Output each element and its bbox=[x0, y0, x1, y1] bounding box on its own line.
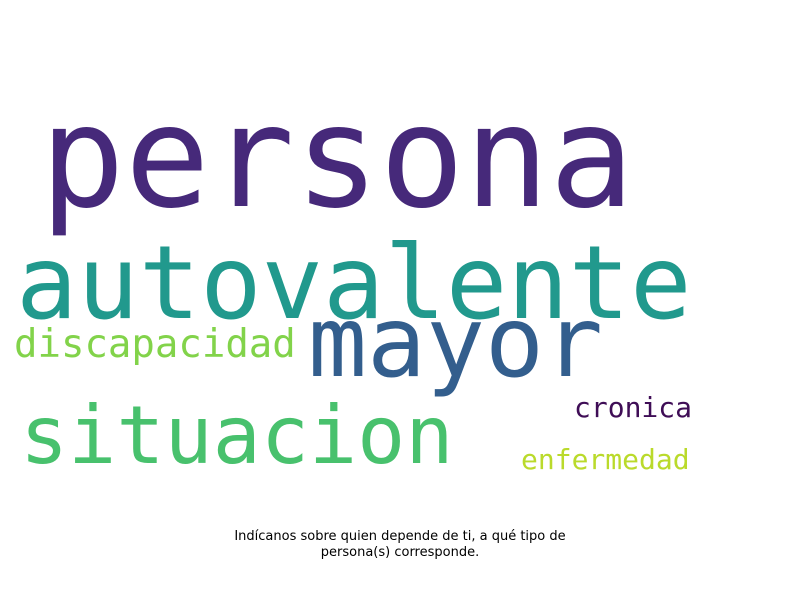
caption-line-2: persona(s) corresponde. bbox=[320, 545, 480, 560]
word-mayor: mayor bbox=[308, 286, 604, 400]
word-cronica: cronica bbox=[574, 391, 693, 424]
word-discapacidad: discapacidad bbox=[14, 322, 296, 367]
caption: Indícanos sobre quien depende de ti, a q… bbox=[0, 529, 800, 561]
caption-line-1: Indícanos sobre quien depende de ti, a q… bbox=[234, 529, 566, 544]
word-situacion: situacion bbox=[20, 389, 454, 482]
word-enfermedad: enfermedad bbox=[521, 443, 690, 476]
word-autovalente: autovalente bbox=[16, 224, 692, 343]
word-persona: persona bbox=[40, 76, 635, 240]
